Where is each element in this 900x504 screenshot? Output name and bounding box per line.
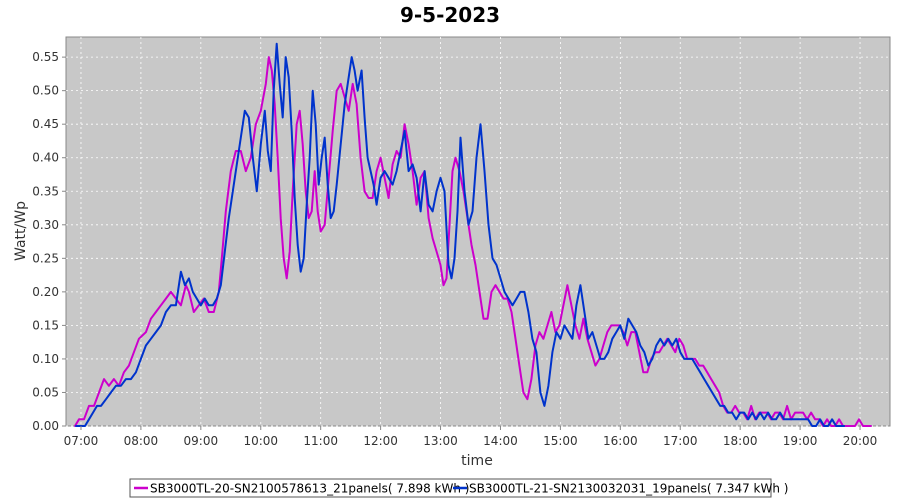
grid-lines <box>66 37 890 427</box>
x-tick-label: 19:00 <box>783 434 818 448</box>
x-tick-label: 16:00 <box>603 434 638 448</box>
series-lines <box>74 42 872 427</box>
chart-title: 9-5-2023 <box>400 3 500 27</box>
x-tick-label: 14:00 <box>483 434 518 448</box>
y-tick-label: 0.45 <box>32 117 59 131</box>
x-tick-label: 15:00 <box>543 434 578 448</box>
y-axis: 0.00 0.05 0.10 0.15 0.20 0.25 0.30 0.35 0.40 0.45… <box>32 50 66 433</box>
y-tick-label: 0.10 <box>32 352 59 366</box>
plot-area <box>65 36 891 427</box>
x-tick-label: 07:00 <box>64 434 99 448</box>
series-line-2 <box>75 42 846 427</box>
x-tick-label: 18:00 <box>723 434 758 448</box>
x-tick-label: 20:00 <box>843 434 878 448</box>
y-tick-label: 0.40 <box>32 151 59 165</box>
x-tick-label: 08:00 <box>124 434 159 448</box>
y-tick-label: 0.15 <box>32 318 59 332</box>
y-tick-label: 0.25 <box>32 251 59 265</box>
x-axis: 07:00 08:00 09:00 10:00 11:00 12:00 13:00 14:00… <box>64 426 878 448</box>
legend-label-series-1: SB3000TL-20-SN2100578613_21panels( 7.898… <box>150 482 469 496</box>
x-tick-label: 10:00 <box>243 434 278 448</box>
y-tick-label: 0.05 <box>32 385 59 399</box>
x-tick-label: 13:00 <box>423 434 458 448</box>
y-tick-label: 0.20 <box>32 285 59 299</box>
legend-box <box>129 478 772 498</box>
y-tick-label: 0.50 <box>32 84 59 98</box>
legend-label-series-2: SB3000TL-21-SN2130032031_19panels( 7.347… <box>469 482 788 496</box>
x-tick-label: 12:00 <box>363 434 398 448</box>
legend: SB3000TL-20-SN2100578613_21panels( 7.898… <box>129 478 788 498</box>
y-axis-label: Watt/Wp <box>13 201 29 261</box>
x-tick-label: 09:00 <box>184 434 219 448</box>
x-tick-label: 11:00 <box>303 434 338 448</box>
x-tick-label: 17:00 <box>663 434 698 448</box>
y-tick-label: 0.55 <box>32 50 59 64</box>
y-tick-label: 0.30 <box>32 218 59 232</box>
y-tick-label: 0.35 <box>32 184 59 198</box>
y-tick-label: 0.00 <box>32 419 59 433</box>
x-axis-label: time <box>461 453 493 469</box>
